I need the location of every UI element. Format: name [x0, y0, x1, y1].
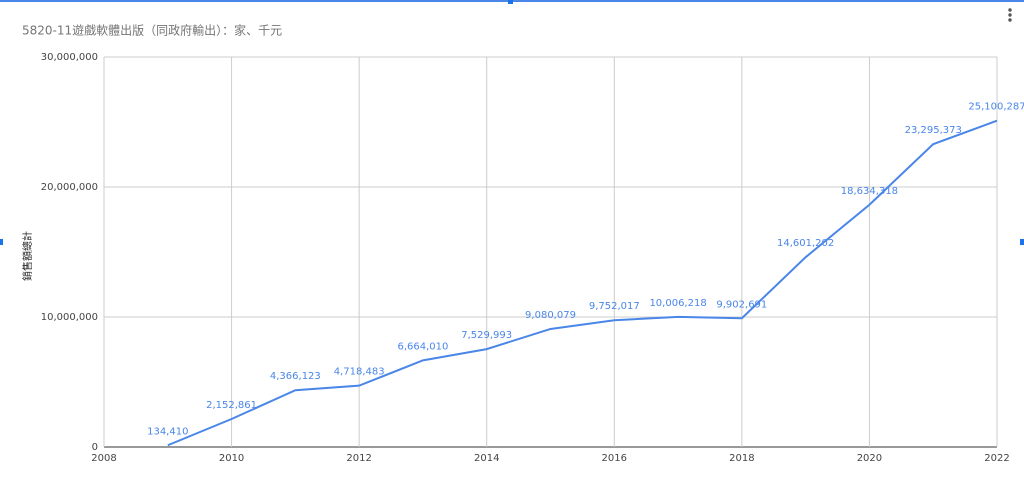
data-label: 4,366,123	[270, 371, 321, 382]
y-axis-title: 銷售額總計	[21, 231, 34, 281]
data-label: 23,295,373	[905, 125, 962, 136]
data-label: 25,100,287	[968, 102, 1024, 113]
data-label: 6,664,010	[397, 341, 448, 352]
x-tick-label: 2014	[474, 453, 499, 464]
y-tick-label: 10,000,000	[41, 312, 98, 323]
data-label: 7,529,993	[461, 330, 512, 341]
data-label: 2,152,861	[206, 400, 257, 411]
resize-handle[interactable]	[0, 239, 3, 245]
x-tick-label: 2022	[984, 453, 1009, 464]
x-tick-label: 2010	[219, 453, 244, 464]
data-label: 9,080,079	[525, 310, 576, 321]
y-tick-label: 20,000,000	[41, 182, 98, 193]
resize-handle[interactable]	[1020, 239, 1024, 245]
data-label: 18,634,318	[841, 186, 898, 197]
y-tick-label: 30,000,000	[41, 52, 98, 63]
data-label: 9,752,017	[589, 301, 640, 312]
menu-button[interactable]	[1008, 8, 1012, 22]
data-label: 134,410	[147, 426, 188, 437]
line	[167, 119, 998, 447]
x-tick-label: 2018	[729, 453, 754, 464]
data-label: 4,718,483	[334, 367, 385, 378]
data-label: 9,902,691	[716, 299, 767, 310]
resize-handle[interactable]	[508, 0, 513, 4]
x-tick-label: 2012	[346, 453, 371, 464]
chart-title: 5820-11遊戲軟體出版（同政府輸出）：家、千元	[22, 23, 282, 38]
data-label: 14,601,202	[777, 238, 834, 249]
data-label: 10,006,218	[649, 298, 706, 309]
y-tick-label: 0	[92, 442, 98, 453]
x-tick-label: 2016	[602, 453, 627, 464]
x-tick-label: 2008	[91, 453, 116, 464]
x-tick-label: 2020	[857, 453, 882, 464]
